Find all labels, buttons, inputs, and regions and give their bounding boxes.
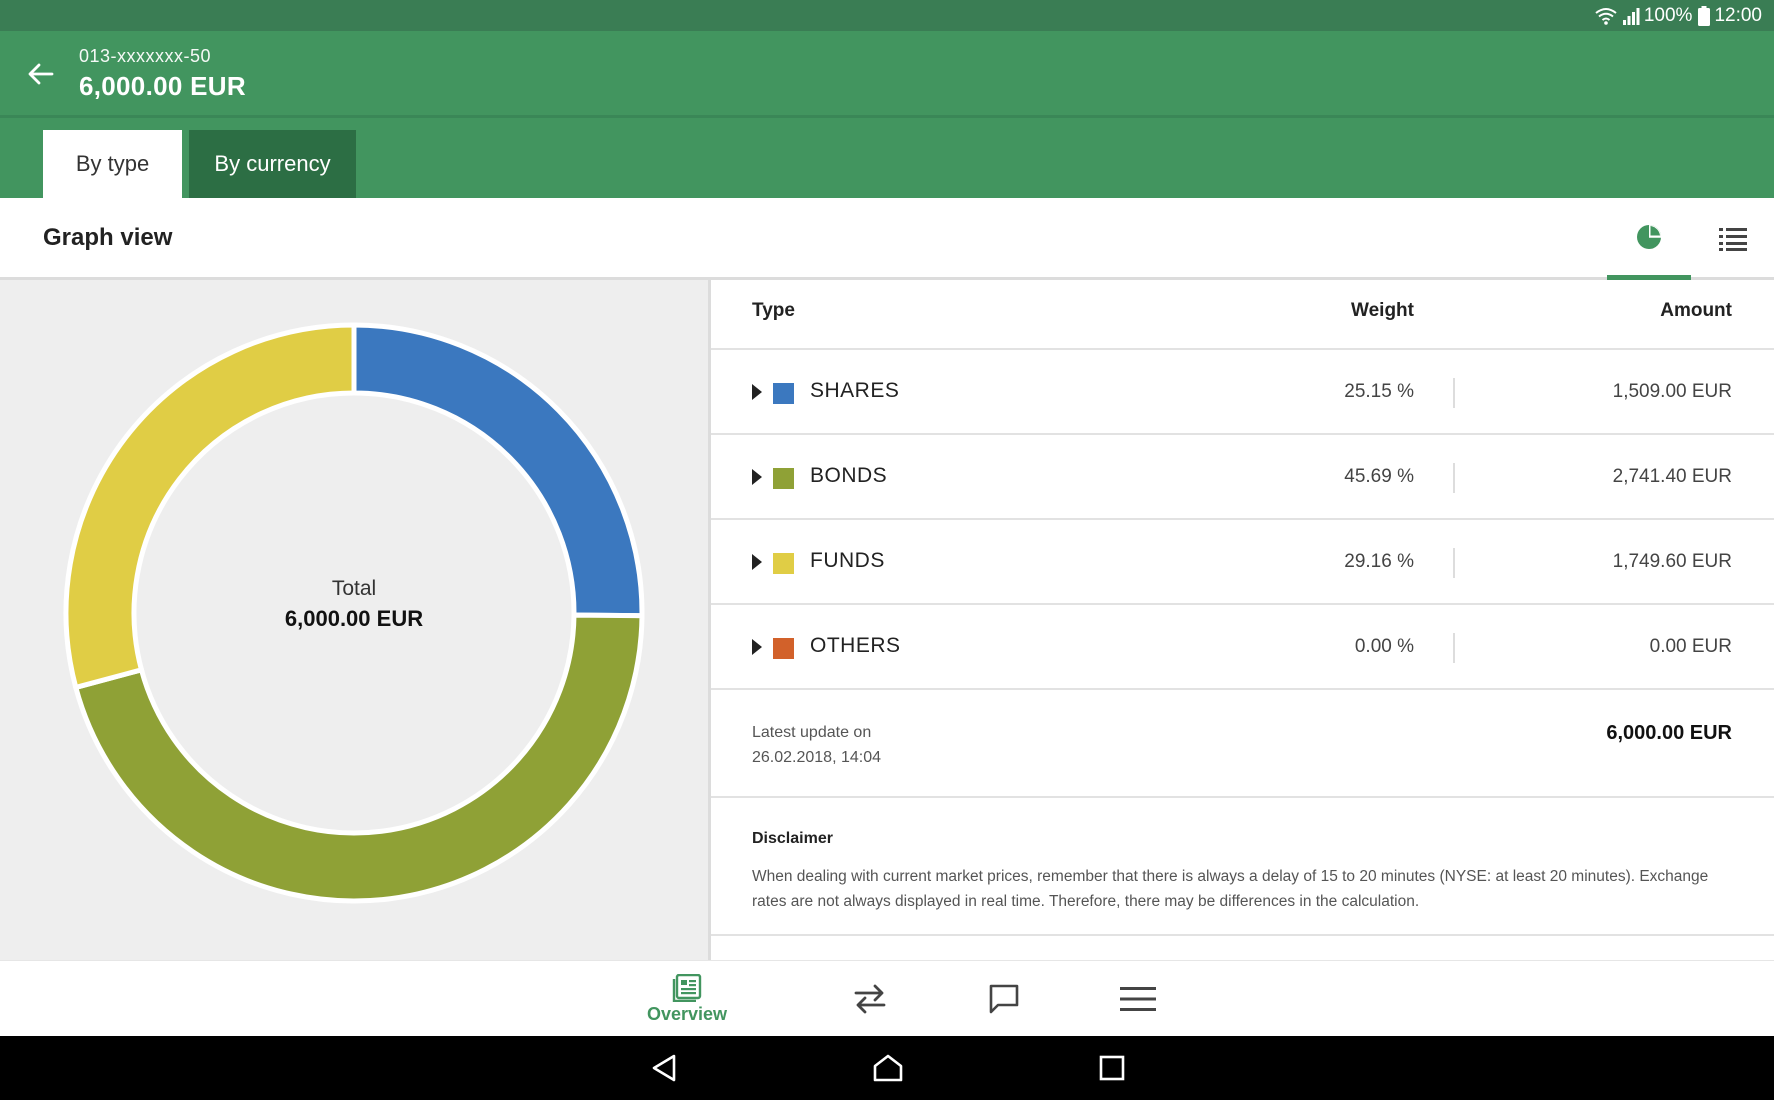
legend-swatch — [773, 468, 794, 489]
battery-percent: 100% — [1643, 4, 1693, 26]
wifi-icon — [1595, 7, 1617, 25]
row-amount: 0.00 EUR — [1649, 636, 1732, 657]
legend-swatch — [773, 553, 794, 574]
donut-chart-panel: Total 6,000.00 EUR — [0, 280, 708, 960]
table-row-others[interactable]: OTHERS 0.00 % 0.00 EUR — [711, 605, 1774, 690]
column-separator — [1453, 633, 1455, 663]
column-separator — [1453, 463, 1455, 493]
tab-by-currency[interactable]: By currency — [189, 130, 356, 198]
disclaimer: Disclaimer When dealing with current mar… — [711, 798, 1774, 936]
home-icon — [873, 1054, 903, 1082]
system-navigation-bar — [0, 1036, 1774, 1100]
pane-divider — [708, 280, 711, 960]
menu-icon — [1120, 987, 1156, 1011]
transfer-icon — [854, 984, 886, 1014]
legend-swatch — [773, 638, 794, 659]
row-type-name: FUNDS — [810, 549, 885, 572]
account-number: 013-xxxxxxx-50 — [79, 46, 212, 66]
row-weight: 25.15 % — [1344, 381, 1414, 402]
nav-menu[interactable] — [1108, 961, 1168, 1037]
latest-update-date: 26.02.2018, 14:04 — [752, 749, 882, 766]
expand-caret-icon[interactable] — [752, 554, 762, 570]
column-separator — [1453, 378, 1455, 408]
graph-view-header: Graph view — [0, 198, 1774, 280]
row-amount: 1,749.60 EUR — [1612, 551, 1732, 572]
message-icon — [989, 984, 1019, 1014]
header-amount: Amount — [1660, 300, 1732, 321]
pie-chart-icon — [1637, 224, 1661, 249]
tab-bar: By type By currency — [0, 118, 1774, 198]
row-weight: 29.16 % — [1344, 551, 1414, 572]
table-header: Type Weight Amount — [711, 280, 1774, 350]
table-total: 6,000.00 EUR — [1606, 722, 1732, 744]
status-time-group: 12:00 — [1698, 5, 1762, 27]
latest-update-label: Latest update on — [752, 724, 872, 741]
table-row-funds[interactable]: FUNDS 29.16 % 1,749.60 EUR — [711, 520, 1774, 605]
square-recents-icon — [1099, 1055, 1125, 1081]
donut-slice-bonds — [72, 612, 645, 904]
triangle-back-icon — [652, 1054, 676, 1082]
allocation-table: Type Weight Amount SHARES 25.15 % 1,509.… — [711, 280, 1774, 960]
signal-icon — [1622, 7, 1640, 25]
status-icons: 100% — [1594, 4, 1693, 27]
pie-view-button[interactable] — [1607, 198, 1691, 280]
row-type-name: OTHERS — [810, 634, 901, 657]
donut-slice-funds — [63, 322, 357, 691]
disclaimer-text: When dealing with current market prices,… — [752, 868, 1709, 910]
bottom-navigation: Overview — [0, 960, 1774, 1036]
battery-icon — [1698, 5, 1711, 26]
header-type: Type — [752, 300, 795, 321]
list-icon — [1719, 228, 1747, 251]
donut-total-label: Total — [331, 577, 377, 600]
arrow-left-icon — [28, 63, 54, 85]
list-view-button[interactable] — [1691, 198, 1774, 280]
donut-slice-shares — [351, 322, 645, 619]
nav-messages[interactable] — [974, 961, 1034, 1037]
donut-total-value: 6,000.00 EUR — [284, 606, 424, 631]
expand-caret-icon[interactable] — [752, 639, 762, 655]
disclaimer-title: Disclaimer — [752, 830, 833, 847]
row-amount: 2,741.40 EUR — [1612, 466, 1732, 487]
row-weight: 45.69 % — [1344, 466, 1414, 487]
tab-by-type[interactable]: By type — [43, 130, 182, 198]
header-weight: Weight — [1351, 300, 1414, 321]
expand-caret-icon[interactable] — [752, 384, 762, 400]
donut-chart — [63, 322, 645, 904]
account-balance: 6,000.00 EUR — [79, 71, 246, 101]
graph-view-title: Graph view — [43, 224, 173, 251]
column-separator — [1453, 548, 1455, 578]
row-type-name: BONDS — [810, 464, 888, 487]
system-home-button[interactable] — [868, 1048, 908, 1088]
row-type-name: SHARES — [810, 379, 900, 402]
legend-swatch — [773, 383, 794, 404]
overview-icon — [672, 973, 702, 1002]
table-row-shares[interactable]: SHARES 25.15 % 1,509.00 EUR — [711, 350, 1774, 435]
latest-update-row: Latest update on 26.02.2018, 14:04 6,000… — [711, 690, 1774, 798]
system-back-button[interactable] — [644, 1048, 684, 1088]
nav-overview-label: Overview — [646, 1003, 728, 1024]
system-recents-button[interactable] — [1092, 1048, 1132, 1088]
back-button[interactable] — [24, 57, 58, 91]
row-weight: 0.00 % — [1354, 636, 1414, 657]
row-amount: 1,509.00 EUR — [1612, 381, 1732, 402]
status-bar: 100% 12:00 — [0, 0, 1774, 31]
app-bar: 013-xxxxxxx-50 6,000.00 EUR — [0, 31, 1774, 118]
table-row-bonds[interactable]: BONDS 45.69 % 2,741.40 EUR — [711, 435, 1774, 520]
nav-overview[interactable]: Overview — [636, 961, 738, 1037]
expand-caret-icon[interactable] — [752, 469, 762, 485]
clock: 12:00 — [1714, 4, 1762, 26]
nav-transfer[interactable] — [840, 961, 900, 1037]
